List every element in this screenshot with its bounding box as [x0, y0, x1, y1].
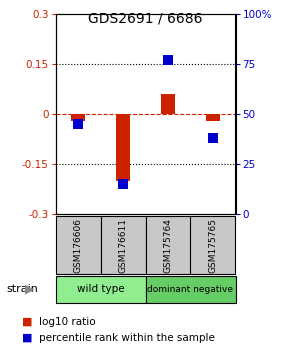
Text: GSM175765: GSM175765 — [208, 218, 217, 273]
Bar — [161, 94, 175, 114]
Point — [166, 57, 170, 63]
Bar — [190, 216, 236, 274]
Bar — [71, 114, 85, 121]
Text: wild type: wild type — [77, 284, 124, 295]
Text: dominant negative: dominant negative — [148, 285, 233, 294]
Bar — [146, 216, 190, 274]
Text: GSM176611: GSM176611 — [118, 218, 127, 273]
Bar — [56, 216, 100, 274]
Bar — [146, 276, 236, 303]
Text: GDS2691 / 6686: GDS2691 / 6686 — [88, 11, 203, 25]
Point — [121, 181, 125, 187]
Text: percentile rank within the sample: percentile rank within the sample — [39, 333, 215, 343]
Text: ▶: ▶ — [25, 283, 35, 296]
Bar — [206, 114, 220, 121]
Point — [76, 121, 80, 127]
Bar — [56, 276, 146, 303]
Bar — [116, 114, 130, 181]
Text: log10 ratio: log10 ratio — [39, 317, 96, 327]
Text: strain: strain — [6, 284, 38, 295]
Text: GSM175764: GSM175764 — [164, 218, 172, 273]
Point — [211, 135, 215, 141]
Bar — [100, 216, 146, 274]
Text: ■: ■ — [22, 317, 32, 327]
Text: ■: ■ — [22, 333, 32, 343]
Text: GSM176606: GSM176606 — [74, 218, 82, 273]
